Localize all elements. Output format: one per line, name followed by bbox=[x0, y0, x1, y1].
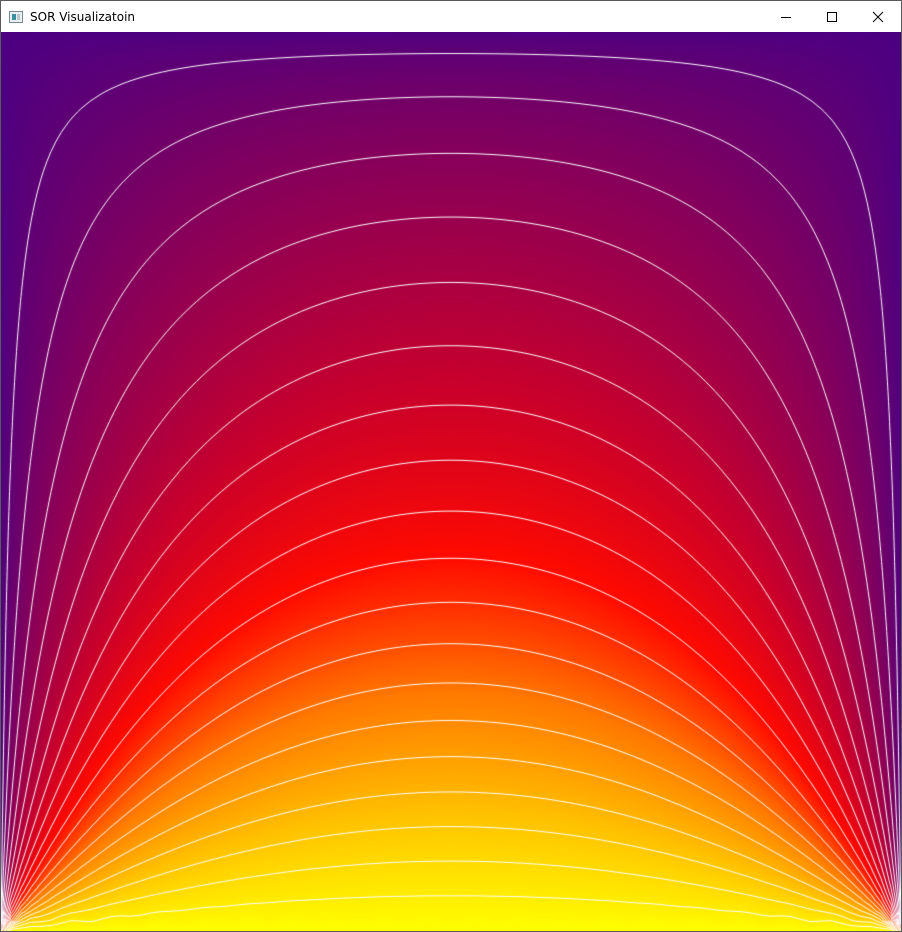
minimize-icon bbox=[780, 11, 792, 23]
sor-heatmap-canvas bbox=[1, 32, 901, 931]
title-bar[interactable]: SOR Visualizatoin bbox=[1, 1, 901, 32]
window-title: SOR Visualizatoin bbox=[30, 10, 135, 24]
close-icon bbox=[872, 11, 884, 23]
close-button[interactable] bbox=[855, 1, 901, 32]
maximize-button[interactable] bbox=[809, 1, 855, 32]
minimize-button[interactable] bbox=[763, 1, 809, 32]
application-icon bbox=[9, 11, 23, 23]
maximize-icon bbox=[826, 11, 838, 23]
visualization-area bbox=[1, 32, 901, 931]
window-controls bbox=[763, 1, 901, 32]
